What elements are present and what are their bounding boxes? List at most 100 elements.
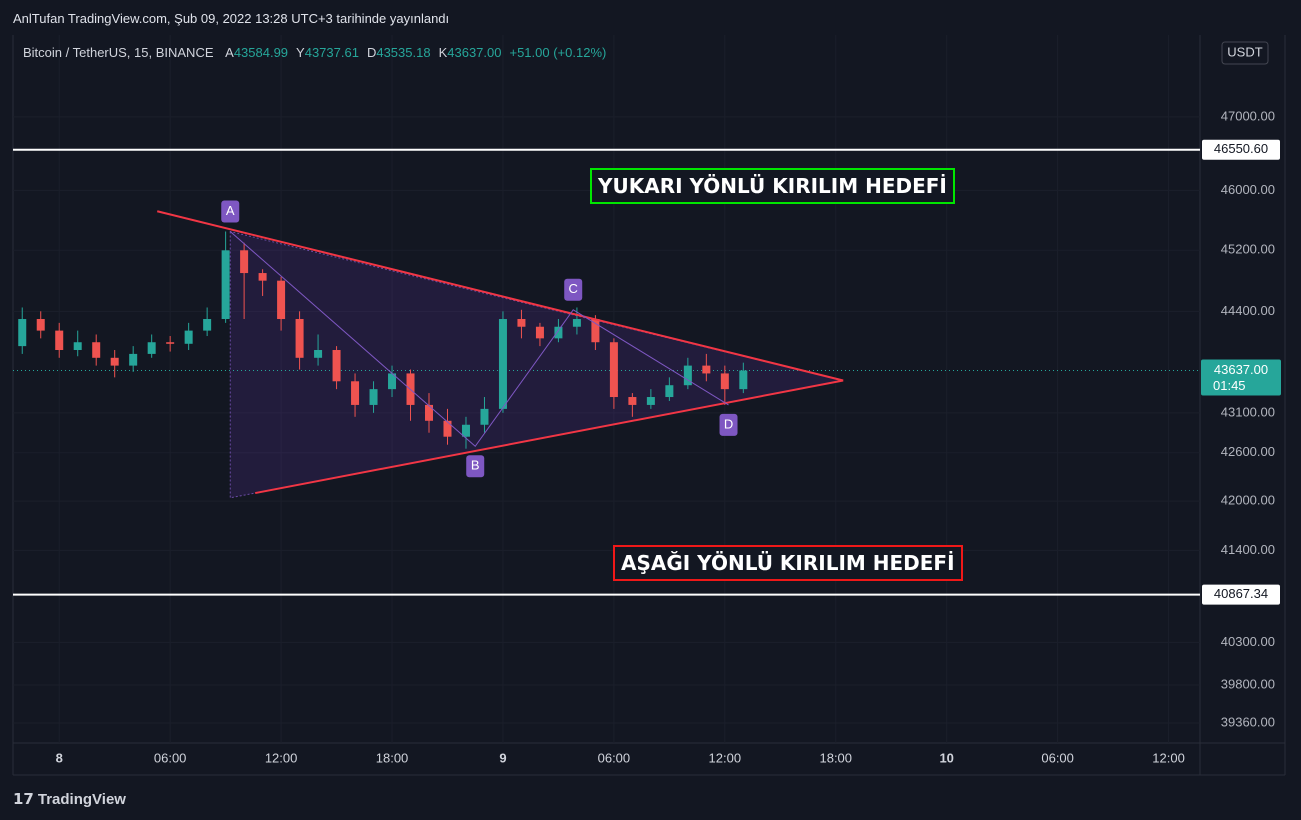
candle-body (388, 373, 397, 390)
x-tick-label: 18:00 (376, 750, 409, 765)
x-tick-label: 8 (56, 750, 63, 765)
x-tick-label: 10 (939, 750, 953, 765)
y-tick-label: 39800.00 (1221, 676, 1275, 691)
pattern-point-label: A (226, 203, 235, 218)
candle-body (628, 397, 637, 405)
pattern-point (564, 278, 583, 301)
candle-body (683, 365, 692, 386)
pattern-point-label: C (569, 281, 578, 296)
change: +51.00 (+0.12%) (509, 45, 607, 60)
candle-body (646, 397, 655, 405)
symbol: Bitcoin / TetherUS, 15, BINANCE (23, 45, 214, 60)
price-tag-label: 40867.34 (1214, 586, 1268, 601)
y-tick-label: 41400.00 (1221, 542, 1275, 557)
candle-body (480, 408, 489, 425)
candle-body (18, 319, 27, 347)
x-tick-label: 12:00 (265, 750, 298, 765)
candle-body (517, 319, 526, 327)
candle-body (572, 319, 581, 327)
currency-label: USDT (1227, 44, 1262, 59)
ohlc-value: 43535.18 (376, 45, 431, 60)
candle-body (665, 385, 674, 398)
ohlc-label: A (225, 45, 234, 60)
x-tick-label: 12:00 (1152, 750, 1185, 765)
candle-body (443, 420, 452, 437)
last-price-tag (1201, 359, 1281, 396)
ohlc-value: 43584.99 (233, 45, 289, 60)
annotation: AŞAĞI YÖNLÜ KIRILIM HEDEFİ (613, 545, 963, 581)
y-tick-label: 47000.00 (1221, 108, 1275, 123)
annotation: YUKARI YÖNLÜ KIRILIM HEDEFİ (590, 168, 955, 204)
y-tick-label: 42600.00 (1221, 444, 1275, 459)
candle-body (609, 342, 618, 398)
candle-body (36, 319, 45, 331)
x-tick-label: 06:00 (598, 750, 631, 765)
candle-body (110, 357, 119, 366)
candle-body (314, 350, 323, 358)
y-tick-label: 45200.00 (1221, 242, 1275, 257)
publisher: AnlTufan TradingView.com, Şub 09, 2022 1… (13, 11, 450, 26)
x-tick-label: 9 (499, 750, 506, 765)
candle-body (73, 342, 82, 351)
x-tick-label: 06:00 (154, 750, 187, 765)
ohlc-value: 43637.00 (447, 45, 502, 60)
price-tag (1202, 139, 1280, 160)
candle-body (739, 370, 748, 390)
candle-body (720, 373, 729, 390)
pattern-point (466, 455, 485, 478)
ohlc-label: Y (296, 45, 305, 60)
ohlc-label: K (438, 45, 448, 60)
y-tick-label: 40300.00 (1221, 634, 1275, 649)
candle-body (554, 326, 563, 339)
candle-body (461, 424, 470, 437)
candle-body (166, 342, 175, 344)
candle-body (221, 250, 230, 320)
candle-body (425, 404, 434, 421)
candle-body (55, 330, 64, 351)
pattern-point (221, 200, 240, 223)
x-tick-label: 18:00 (819, 750, 852, 765)
trendline (156, 210, 844, 382)
currency-badge (1221, 41, 1269, 65)
pattern-point (719, 413, 738, 436)
plot-bg (13, 0, 1200, 743)
candle-body (591, 319, 600, 343)
pattern-path (229, 231, 729, 448)
candle-body (203, 319, 212, 331)
x-tick-label: 12:00 (709, 750, 742, 765)
candle-body (92, 342, 101, 358)
candle-body (369, 389, 378, 405)
candle-body (258, 273, 267, 281)
y-tick-label: 39360.00 (1221, 714, 1275, 729)
ohlc-label: D (366, 45, 377, 60)
brand-name: TradingView (37, 791, 126, 808)
candle-body (295, 319, 304, 358)
pattern-fill (229, 230, 844, 499)
countdown: 01:45 (1213, 378, 1246, 393)
candle-body (147, 342, 156, 354)
candle-body (332, 350, 341, 382)
price-tag (1202, 584, 1280, 605)
y-tick-label: 43100.00 (1221, 404, 1275, 419)
y-tick-label: 42000.00 (1221, 493, 1275, 508)
ohlc-value: 43737.61 (304, 45, 359, 60)
candle-body (129, 353, 138, 366)
trendline (255, 379, 844, 495)
candle-body (702, 365, 711, 374)
symbol-row: Bitcoin / TetherUS, 15, BINANCE A43584.9… (23, 45, 606, 60)
candle-body (498, 319, 507, 409)
candle-body (535, 326, 544, 339)
x-tick-label: 06:00 (1041, 750, 1074, 765)
brand[interactable]: 𝟭𝟳 TradingView (13, 790, 126, 808)
y-tick-label: 46000.00 (1221, 182, 1275, 197)
candle-body (184, 330, 193, 344)
y-tick-label: 44400.00 (1221, 303, 1275, 318)
pattern-point-label: B (471, 458, 480, 473)
candle-body (277, 280, 286, 320)
last-price-label: 43637.00 (1214, 362, 1268, 377)
candle-body (240, 250, 249, 274)
logo: 𝟭𝟳 (13, 791, 34, 808)
price-tag-label: 46550.60 (1214, 141, 1268, 156)
